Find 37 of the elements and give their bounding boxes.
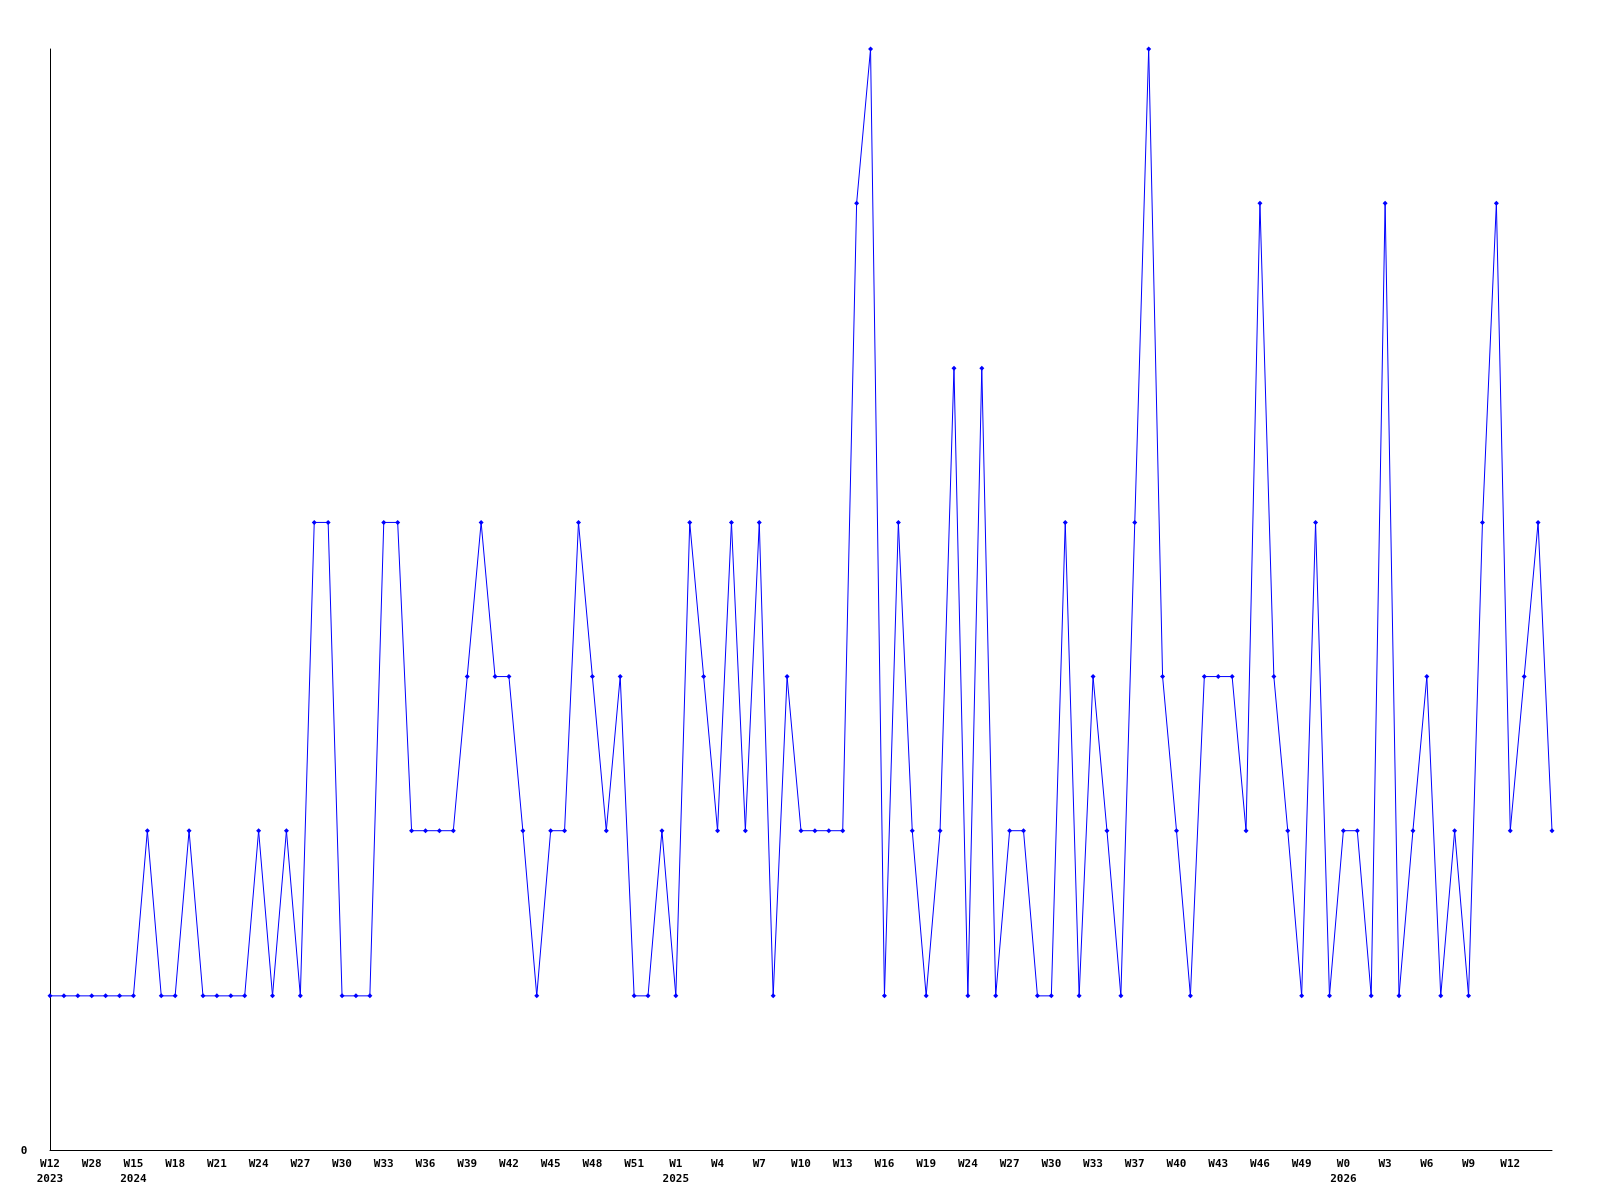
x-tick-label: W48 [582,1157,603,1170]
x-tick-label: W21 [206,1157,228,1170]
x-tick-label: W49 [1291,1157,1312,1170]
x-tick-label: W37 [1124,1157,1145,1170]
x-tick-label: W43 [1208,1157,1229,1170]
x-tick-label: W15 2024 [120,1157,148,1185]
x-tick-label: W12 [1500,1157,1521,1170]
x-tick-label: W51 [624,1157,645,1170]
x-tick-label: W27 [290,1157,311,1170]
x-tick-label: W10 [791,1157,811,1170]
x-tick-label: W42 [499,1157,519,1170]
x-tick-label: W24 [248,1157,269,1170]
x-tick-label: W46 [1250,1157,1271,1170]
x-tick-label: W9 [1461,1157,1476,1170]
x-tick-label: W19 [916,1157,937,1170]
x-tick-label: W16 [874,1157,895,1170]
x-tick-label: W40 [1166,1157,1187,1170]
x-tick-label: W33 [1083,1157,1103,1170]
x-tick-label: W12 2023 [36,1157,64,1185]
x-tick-label: W24 [957,1157,979,1170]
x-tick-label: W7 [752,1157,766,1170]
x-tick-label: W1 2025 [662,1157,690,1185]
x-tick-label: W4 [710,1157,725,1170]
x-tick-label: W6 [1420,1157,1434,1170]
x-tick-label: W28 [81,1157,102,1170]
x-tick-label: W30 [332,1157,352,1170]
x-tick-label: W13 [832,1157,853,1170]
x-tick-label: W39 [457,1157,478,1170]
x-tick-label: W0 2026 [1330,1157,1358,1185]
x-tick-label: W18 [165,1157,186,1170]
x-tick-label: W45 [540,1157,561,1170]
x-tick-label: W27 [999,1157,1020,1170]
text: 0 [20,1143,28,1157]
x-tick-label: W33 [373,1157,394,1170]
x-tick-label: W36 [415,1157,436,1170]
x-tick-label: W3 [1378,1157,1392,1170]
x-tick-label: W30 [1041,1157,1062,1170]
